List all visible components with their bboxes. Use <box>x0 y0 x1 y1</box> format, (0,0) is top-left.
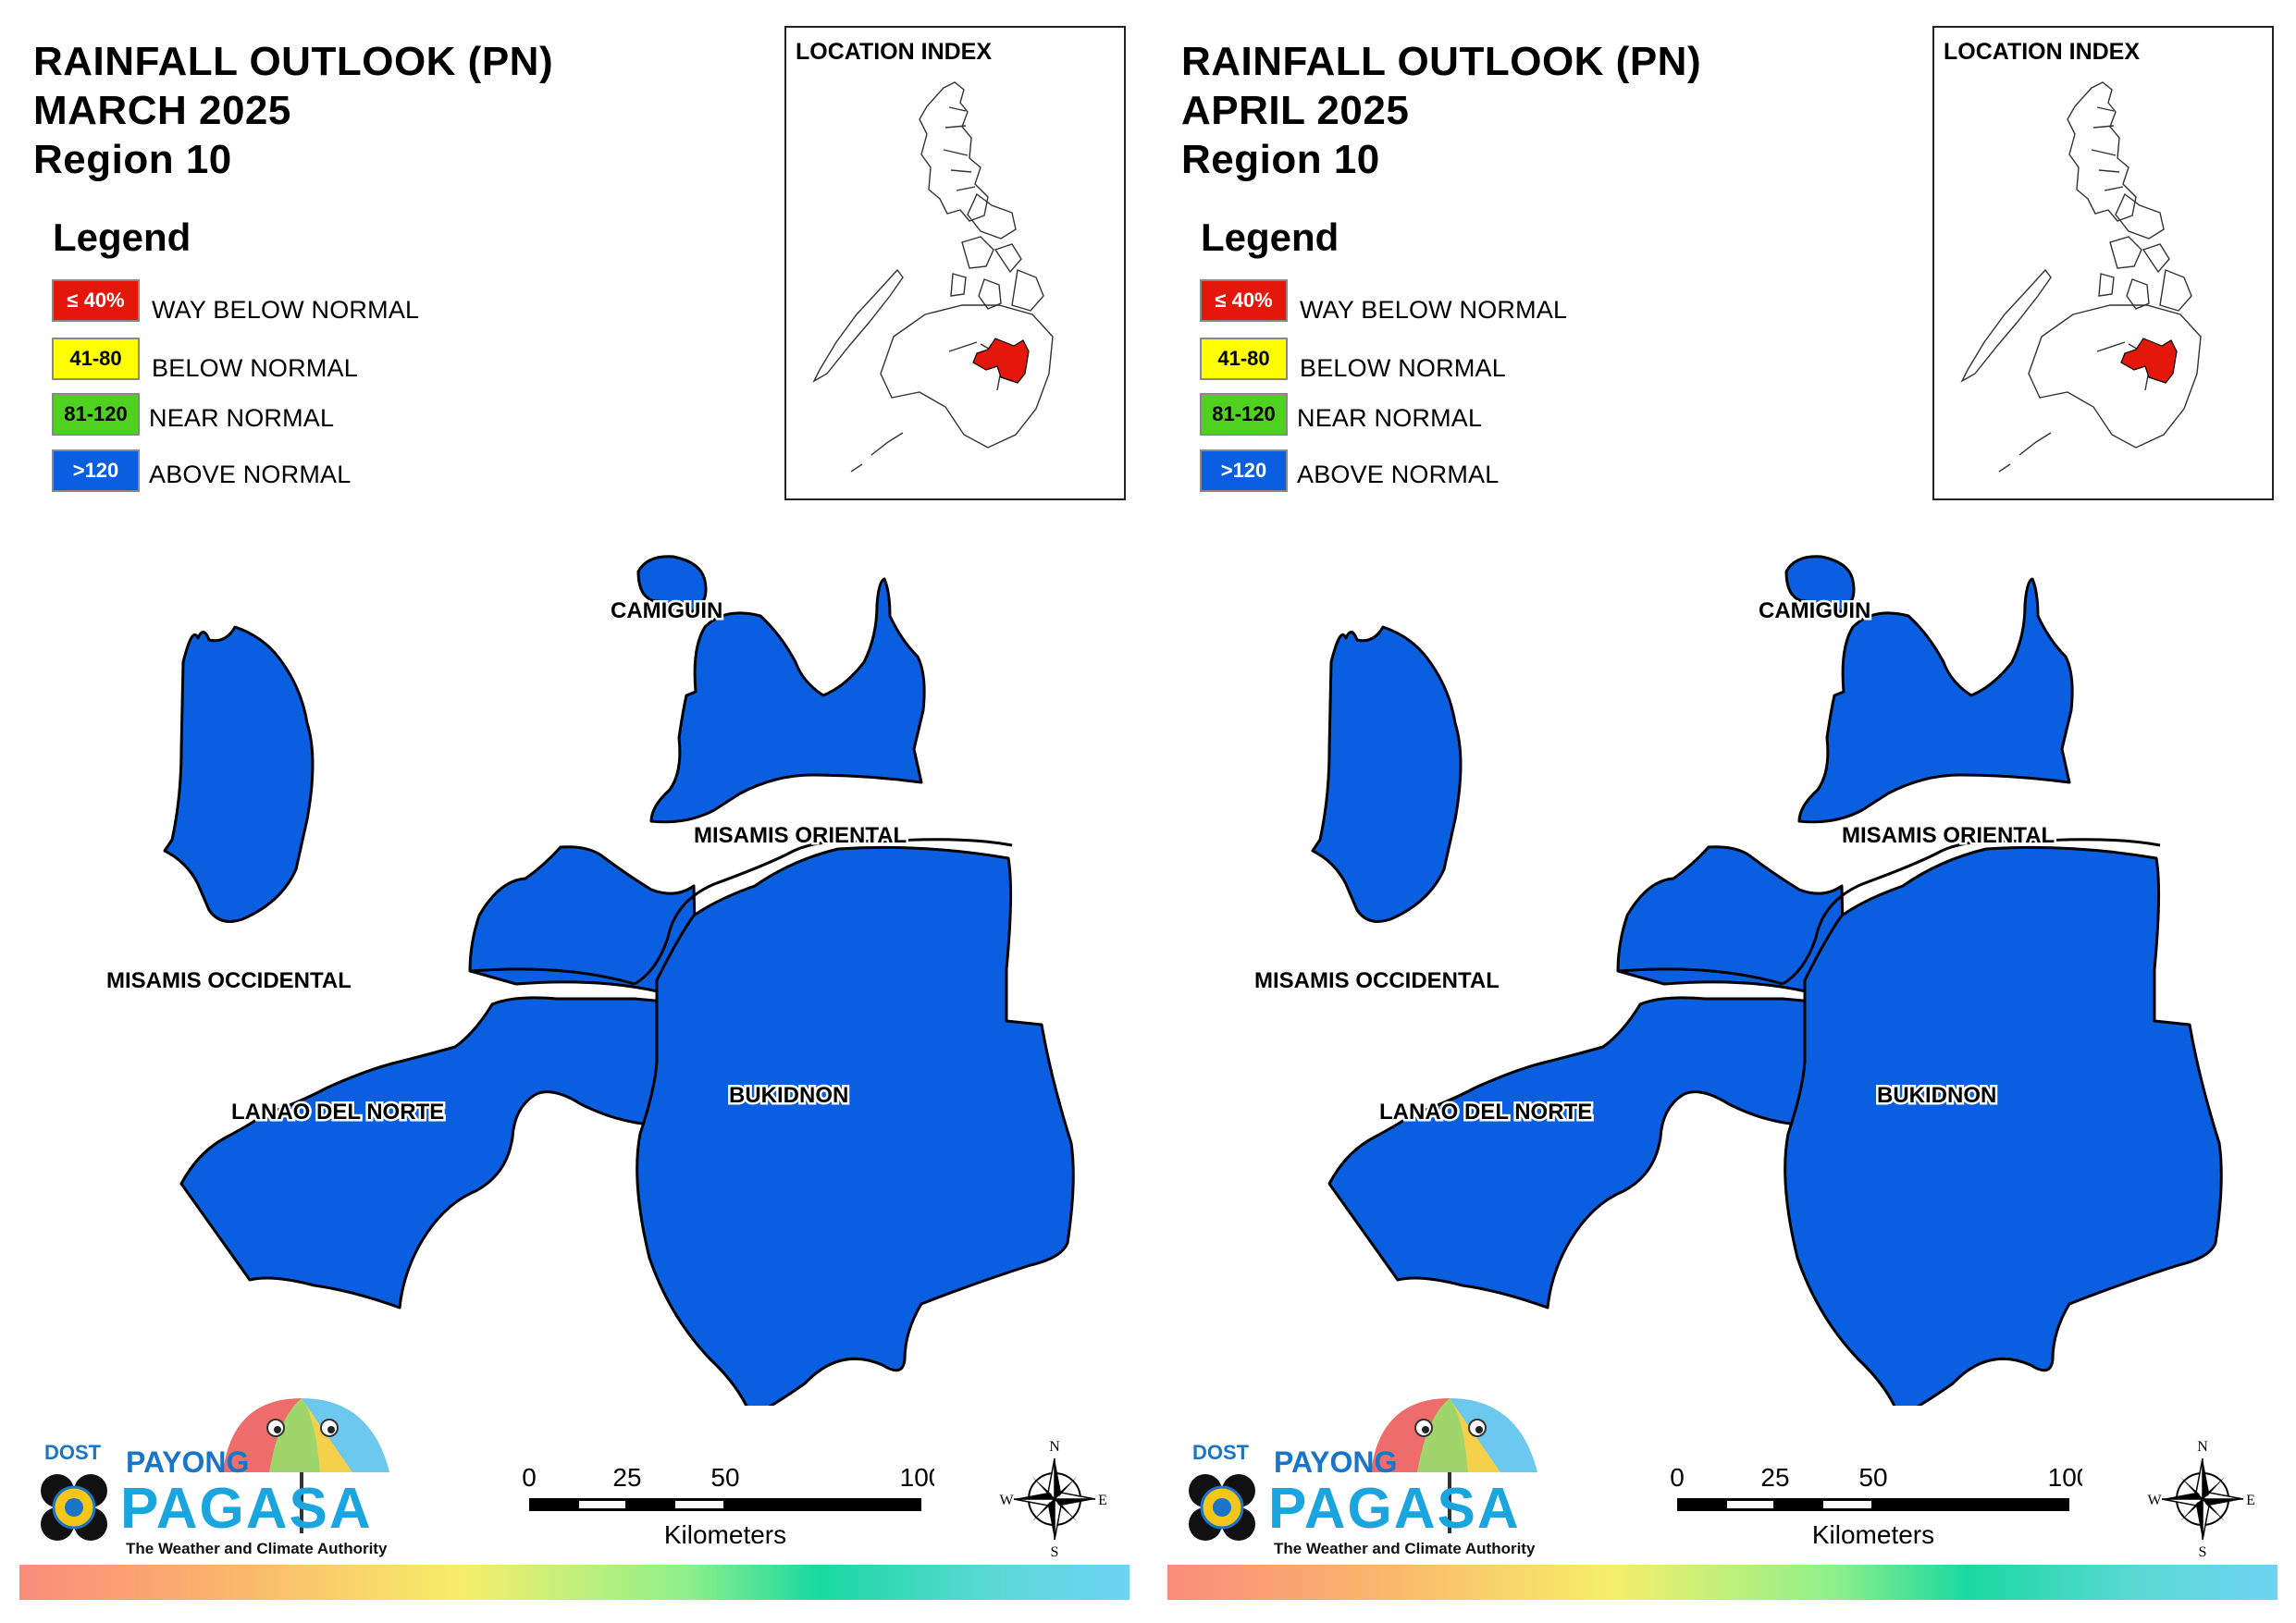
province-misamis-occidental <box>163 625 315 923</box>
location-index-map: LOCATION INDEX <box>784 26 1126 500</box>
legend-swatch: 41-80 <box>52 338 140 380</box>
label-lanao-del-norte: LANAO DEL NORTE <box>231 1100 444 1125</box>
label-bukidnon: BUKIDNON <box>1877 1083 1996 1108</box>
scale-tick-100: 100 <box>900 1463 934 1492</box>
scale-tick-25: 25 <box>1760 1463 1789 1492</box>
location-index-map: LOCATION INDEX <box>1932 26 2274 500</box>
label-misamis-oriental: MISAMIS ORIENTAL <box>694 823 907 848</box>
scale-tick-50: 50 <box>710 1463 739 1492</box>
outlook-panel-april: RAINFALL OUTLOOK (PN) APRIL 2025 Region … <box>1148 0 2296 1623</box>
map-title: RAINFALL OUTLOOK (PN) MARCH 2025 Region … <box>33 37 553 184</box>
legend-label: WAY BELOW NORMAL <box>152 296 420 324</box>
title-line-1: RAINFALL OUTLOOK (PN) <box>1181 39 1702 84</box>
compass-e: E <box>1098 1493 1107 1508</box>
scale-tick-0: 0 <box>1670 1463 1685 1492</box>
label-misamis-occidental: MISAMIS OCCIDENTAL <box>1254 968 1500 993</box>
logo-payong: PAYONG <box>1274 1445 1397 1479</box>
province-bukidnon <box>636 845 1075 1406</box>
logo-pagasa: PAGASA <box>1268 1477 1521 1541</box>
legend-swatch: >120 <box>1200 449 1288 492</box>
philippines-outline <box>812 81 1054 473</box>
title-line-3: Region 10 <box>1181 137 1380 182</box>
legend-label: ABOVE NORMAL <box>149 461 352 488</box>
province-misamis-oriental <box>1797 577 2074 824</box>
legend-label: ABOVE NORMAL <box>1297 461 1500 488</box>
location-index-label: LOCATION INDEX <box>796 39 993 65</box>
legend-swatch: >120 <box>52 449 140 492</box>
region-10-map: CAMIGUIN MISAMIS ORIENTAL MISAMIS OCCIDE… <box>105 555 1075 1406</box>
scale-unit: Kilometers <box>664 1520 786 1549</box>
legend-title: Legend <box>53 215 191 259</box>
legend-label: NEAR NORMAL <box>149 404 335 432</box>
north-arrow-icon: N E S W <box>2147 1439 2255 1558</box>
legend-swatch: ≤ 40% <box>1200 279 1288 322</box>
scale-bar: 0 25 50 100 Kilometers <box>1670 1463 2082 1549</box>
legend-label: BELOW NORMAL <box>152 354 358 382</box>
payong-pagasa-logo: DOST PAYONG PAGASA The Weather and Clima… <box>41 1398 389 1557</box>
label-misamis-oriental: MISAMIS ORIENTAL <box>1842 823 2055 848</box>
compass-s: S <box>2199 1544 2207 1558</box>
province-misamis-oriental <box>649 577 926 824</box>
logo-tagline: The Weather and Climate Authority <box>126 1540 388 1557</box>
label-bukidnon: BUKIDNON <box>729 1083 848 1108</box>
logo-dost: DOST <box>1192 1441 1250 1464</box>
province-misamis-occidental <box>1311 625 1463 923</box>
payong-pagasa-logo: DOST PAYONG PAGASA The Weather and Clima… <box>1189 1398 1537 1557</box>
label-camiguin: CAMIGUIN <box>1759 598 1870 623</box>
compass-s: S <box>1051 1544 1059 1558</box>
scale-unit: Kilometers <box>1812 1520 1934 1549</box>
label-camiguin: CAMIGUIN <box>611 598 722 623</box>
region-10-highlight <box>2120 338 2178 384</box>
map-title: RAINFALL OUTLOOK (PN) APRIL 2025 Region … <box>1181 37 1701 184</box>
north-arrow-icon: N E S W <box>999 1439 1107 1558</box>
legend-swatch: 81-120 <box>52 393 140 436</box>
compass-n: N <box>1049 1439 1060 1455</box>
province-lanao-del-norte <box>179 996 701 1309</box>
logo-payong: PAYONG <box>126 1445 249 1479</box>
title-line-1: RAINFALL OUTLOOK (PN) <box>33 39 554 84</box>
province-lanao-del-norte <box>1327 996 1849 1309</box>
scale-bar: 0 25 50 100 Kilometers <box>522 1463 934 1549</box>
region-10-map: CAMIGUIN MISAMIS ORIENTAL MISAMIS OCCIDE… <box>1253 555 2223 1406</box>
outlook-panel-march: RAINFALL OUTLOOK (PN) MARCH 2025 Region … <box>19 26 1129 1600</box>
logo-dost: DOST <box>44 1441 102 1464</box>
scale-tick-50: 50 <box>1858 1463 1887 1492</box>
location-index-label: LOCATION INDEX <box>1944 39 2141 65</box>
legend-title: Legend <box>1201 215 1339 259</box>
color-gradient-bar <box>19 1565 1129 1600</box>
province-camiguin <box>1784 555 1856 615</box>
scale-tick-25: 25 <box>612 1463 641 1492</box>
title-line-2: APRIL 2025 <box>1181 88 1410 133</box>
compass-w: W <box>2147 1493 2162 1508</box>
legend-swatch: 41-80 <box>1200 338 1288 380</box>
legend-swatch: ≤ 40% <box>52 279 140 322</box>
region-10-highlight <box>972 338 1030 384</box>
philippines-outline <box>1960 81 2202 473</box>
logo-pagasa: PAGASA <box>120 1477 373 1541</box>
logo-tagline: The Weather and Climate Authority <box>1274 1540 1536 1557</box>
title-line-2: MARCH 2025 <box>33 88 291 133</box>
legend-swatch: 81-120 <box>1200 393 1288 436</box>
scale-tick-100: 100 <box>2048 1463 2082 1492</box>
province-bukidnon <box>1784 845 2223 1406</box>
legend-label: WAY BELOW NORMAL <box>1300 296 1568 324</box>
label-misamis-occidental: MISAMIS OCCIDENTAL <box>106 968 352 993</box>
compass-w: W <box>999 1493 1014 1508</box>
label-lanao-del-norte: LANAO DEL NORTE <box>1379 1100 1592 1125</box>
title-line-3: Region 10 <box>33 137 232 182</box>
legend-label: NEAR NORMAL <box>1297 404 1483 432</box>
legend-label: BELOW NORMAL <box>1300 354 1506 382</box>
compass-n: N <box>2197 1439 2208 1455</box>
compass-e: E <box>2246 1493 2255 1508</box>
scale-tick-0: 0 <box>522 1463 537 1492</box>
color-gradient-bar <box>1167 1565 2277 1600</box>
province-camiguin <box>636 555 708 615</box>
